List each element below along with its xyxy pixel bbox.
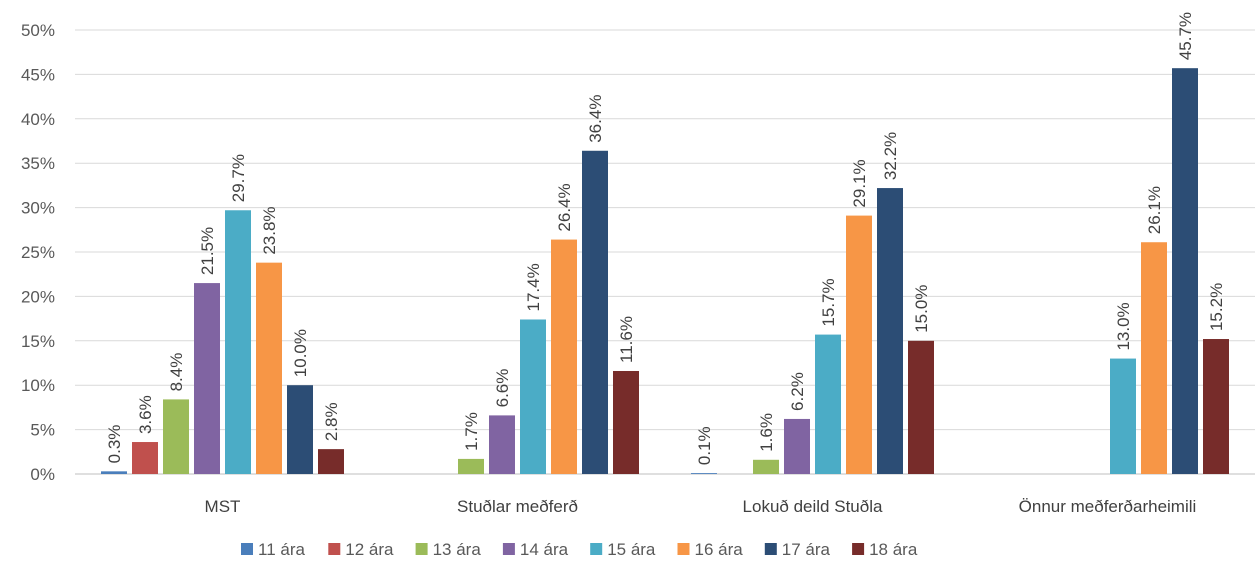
x-axis: MST Stuðlar meðferð Lokuð deild Stuðla Önnu… (205, 497, 1197, 516)
bar (613, 371, 639, 474)
legend-item: 12 ára (328, 540, 394, 559)
y-tick-label: 30% (21, 199, 55, 218)
data-label: 29.7% (229, 154, 248, 202)
bar (163, 399, 189, 474)
bar (225, 210, 251, 474)
bar (1141, 242, 1167, 474)
y-tick-label: 35% (21, 154, 55, 173)
gridlines (75, 30, 1255, 474)
legend-label: 13 ára (433, 540, 482, 559)
bar (520, 319, 546, 474)
y-tick-label: 15% (21, 332, 55, 351)
y-tick-label: 0% (30, 465, 55, 484)
bar (132, 442, 158, 474)
y-tick-label: 50% (21, 21, 55, 40)
legend-label: 12 ára (345, 540, 394, 559)
bar (287, 385, 313, 474)
category-label: Stuðlar meðferð (457, 497, 578, 516)
legend-label: 16 ára (695, 540, 744, 559)
legend-item: 11 ára (241, 540, 305, 559)
legend-label: 14 ára (520, 540, 569, 559)
data-label: 17.4% (524, 263, 543, 311)
data-label: 15.7% (819, 278, 838, 326)
data-label: 10.0% (291, 329, 310, 377)
bar (1203, 339, 1229, 474)
data-label: 1.7% (462, 412, 481, 451)
legend-label: 18 ára (869, 540, 918, 559)
bar (753, 460, 779, 474)
y-tick-label: 20% (21, 287, 55, 306)
legend-swatch (416, 543, 428, 555)
data-label: 0.3% (105, 425, 124, 464)
bar (582, 151, 608, 474)
legend-item: 18 ára (852, 540, 918, 559)
bar (877, 188, 903, 474)
bars (101, 68, 1229, 474)
data-label: 15.2% (1207, 283, 1226, 331)
legend-item: 13 ára (416, 540, 482, 559)
bar (551, 240, 577, 474)
bar (489, 415, 515, 474)
y-tick-label: 45% (21, 65, 55, 84)
bar (101, 471, 127, 474)
legend-swatch (852, 543, 864, 555)
category-label: Önnur meðferðarheimili (1019, 497, 1197, 516)
bar (1110, 359, 1136, 474)
legend-swatch (765, 543, 777, 555)
bar (194, 283, 220, 474)
bar (1172, 68, 1198, 474)
bar (846, 216, 872, 474)
y-tick-label: 25% (21, 243, 55, 262)
data-label: 23.8% (260, 206, 279, 254)
legend-swatch (678, 543, 690, 555)
bar (815, 335, 841, 474)
data-label: 2.8% (322, 402, 341, 441)
bar (691, 473, 717, 474)
data-label: 21.5% (198, 227, 217, 275)
legend: 11 ára 12 ára 13 ára 14 ára 15 ára 16 ára 17 á… (241, 540, 918, 559)
data-label: 26.1% (1145, 186, 1164, 234)
data-label: 45.7% (1176, 12, 1195, 60)
data-label: 26.4% (555, 183, 574, 231)
data-label: 0.1% (695, 426, 714, 465)
bar (908, 341, 934, 474)
legend-item: 17 ára (765, 540, 831, 559)
data-label: 11.6% (617, 316, 636, 363)
legend-label: 11 ára (258, 540, 305, 559)
data-label: 1.6% (757, 413, 776, 452)
data-label: 6.6% (493, 369, 512, 408)
data-label: 29.1% (850, 159, 869, 207)
legend-label: 17 ára (782, 540, 831, 559)
legend-item: 16 ára (678, 540, 744, 559)
legend-swatch (328, 543, 340, 555)
y-axis: 0% 5% 10% 15% 20% 25% 30% 35% 40% 45% 50% (21, 21, 55, 484)
legend-item: 15 ára (590, 540, 656, 559)
y-tick-label: 40% (21, 110, 55, 129)
data-label: 6.2% (788, 372, 807, 411)
data-label: 36.4% (586, 95, 605, 143)
data-label: 13.0% (1114, 302, 1133, 350)
data-label: 15.0% (912, 285, 931, 333)
category-label: MST (205, 497, 241, 516)
bar (256, 263, 282, 474)
legend-swatch (590, 543, 602, 555)
legend-swatch (503, 543, 515, 555)
bar (458, 459, 484, 474)
data-label: 8.4% (167, 353, 186, 392)
bar (784, 419, 810, 474)
data-label: 32.2% (881, 132, 900, 180)
legend-item: 14 ára (503, 540, 569, 559)
y-tick-label: 5% (30, 421, 55, 440)
legend-swatch (241, 543, 253, 555)
data-label: 3.6% (136, 395, 155, 434)
bar (318, 449, 344, 474)
legend-label: 15 ára (607, 540, 656, 559)
y-tick-label: 10% (21, 376, 55, 395)
category-label: Lokuð deild Stuðla (743, 497, 883, 516)
